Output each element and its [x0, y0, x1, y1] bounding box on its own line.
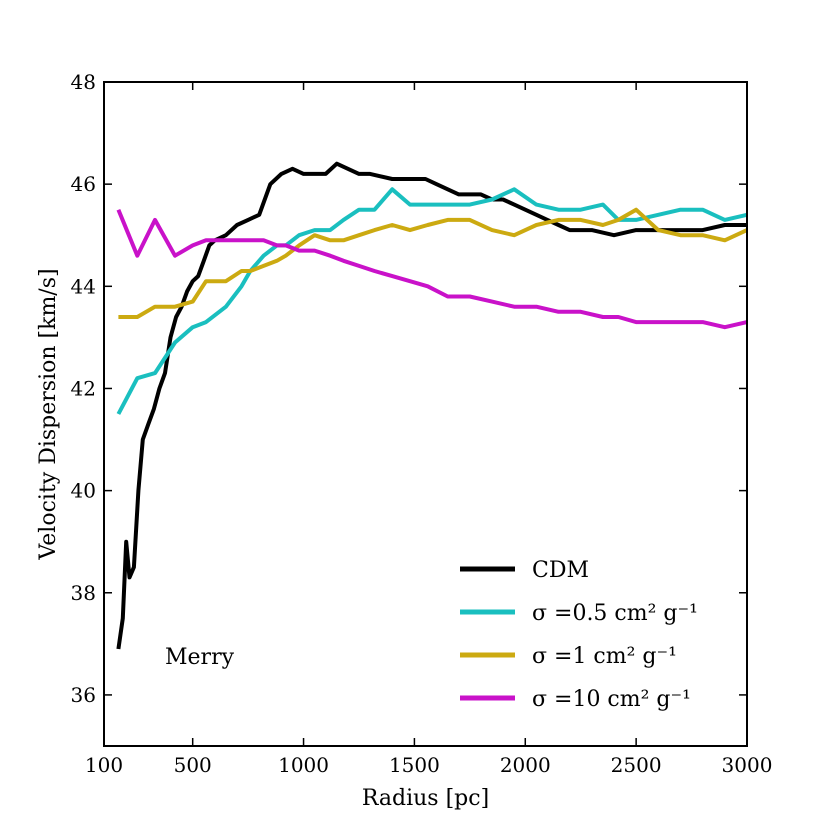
annotation-merry: Merry	[165, 645, 235, 670]
y-tick-label: 48	[71, 70, 96, 94]
legend: CDM σ =0.5 cm² g⁻¹ σ =1 cm² g⁻¹ σ =10 cm² g…	[460, 558, 698, 712]
x-tick-label: 500	[174, 753, 212, 777]
series-line-CDM	[116, 161, 747, 650]
x-axis-title: Radius [pc]	[362, 786, 489, 811]
x-tick-label: 1500	[389, 753, 440, 777]
x-tick-label: 100	[85, 753, 123, 777]
x-tick-label: 2000	[500, 753, 551, 777]
ticks-layer: 100 500 1000 1500 2000 2500 3000 36 38 40 42 44 46 48	[71, 70, 773, 777]
series-layer	[116, 161, 748, 650]
y-tick-label: 42	[71, 376, 96, 400]
legend-label-sigma_0.5: σ =0.5 cm² g⁻¹	[532, 601, 698, 626]
y-tick-label: 44	[71, 274, 96, 298]
legend-label-sigma_10: σ =10 cm² g⁻¹	[532, 687, 691, 712]
y-axis-title: Velocity Dispersion [km/s]	[36, 268, 61, 560]
y-tick-label: 36	[71, 683, 96, 707]
legend-label-sigma_1: σ =1 cm² g⁻¹	[532, 644, 677, 669]
series-line-sigma_1	[118, 207, 748, 319]
legend-label-CDM: CDM	[532, 558, 589, 583]
x-tick-label: 1000	[278, 753, 329, 777]
x-tick-label: 2500	[611, 753, 662, 777]
series-line-sigma_10	[116, 208, 748, 330]
plot-frame	[103, 81, 748, 747]
x-tick-label: 3000	[722, 753, 773, 777]
y-tick-label: 40	[71, 479, 96, 503]
y-tick-label: 46	[71, 172, 96, 196]
y-tick-label: 38	[71, 581, 96, 605]
